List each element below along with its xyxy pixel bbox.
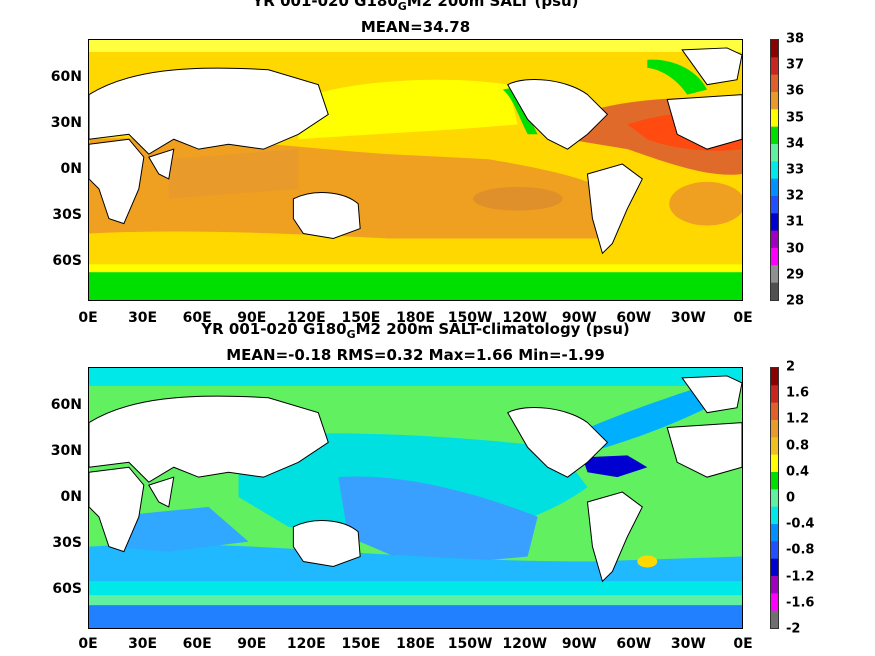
colorbar-label: 1.6 bbox=[786, 385, 810, 401]
colorbar-label: 0.4 bbox=[786, 464, 810, 480]
colorbar-label: 38 bbox=[786, 31, 805, 47]
x-tick-90e: 90E bbox=[237, 636, 267, 652]
colorbar-label: -2 bbox=[786, 621, 801, 637]
y-tick-60s: 60S bbox=[52, 253, 82, 269]
colorbar-swatch bbox=[771, 558, 778, 577]
colorbar-swatch bbox=[771, 437, 778, 456]
x-tick-120e: 120E bbox=[286, 310, 326, 326]
colorbar bbox=[770, 39, 779, 301]
bottom-title: YR 001-020 G180GM2 200m SALT-climatology… bbox=[201, 320, 630, 341]
x-tick-30e: 30E bbox=[128, 310, 158, 326]
colorbar-swatch bbox=[771, 454, 778, 473]
y-tick-60s: 60S bbox=[52, 581, 82, 597]
x-tick-120w: 120W bbox=[502, 310, 548, 326]
y-tick-0n: 0N bbox=[60, 489, 82, 505]
colorbar-label: 0.8 bbox=[786, 438, 810, 454]
colorbar-swatch bbox=[771, 385, 778, 404]
salinity-anomaly-map bbox=[88, 367, 743, 629]
colorbar-swatch bbox=[771, 161, 778, 180]
top-subtitle: MEAN=34.78 bbox=[360, 18, 471, 36]
colorbar-swatch bbox=[771, 265, 778, 284]
colorbar-swatch bbox=[771, 178, 778, 197]
colorbar-label: -0.4 bbox=[786, 516, 815, 532]
x-tick-30w: 30W bbox=[670, 636, 706, 652]
colorbar-label: 33 bbox=[786, 162, 805, 178]
colorbar-swatch bbox=[771, 144, 778, 162]
top-panel: YR 001-020 G180GM2 200m SALT (psu) MEAN=… bbox=[50, 0, 805, 326]
colorbar-swatch bbox=[771, 368, 778, 386]
colorbar-swatch bbox=[771, 196, 778, 214]
x-tick-60w: 60W bbox=[616, 310, 652, 326]
x-tick-60e: 60E bbox=[182, 636, 212, 652]
colorbar-swatch bbox=[771, 126, 778, 145]
colorbar-swatch bbox=[771, 472, 778, 490]
colorbar-swatch bbox=[771, 230, 778, 249]
top-title: YR 001-020 G180GM2 200m SALT (psu) bbox=[252, 0, 579, 13]
y-tick-60n: 60N bbox=[50, 69, 82, 85]
colorbar-swatch bbox=[771, 593, 778, 612]
colorbar-label: 36 bbox=[786, 83, 805, 99]
y-tick-0n: 0N bbox=[60, 161, 82, 177]
colorbar-swatch bbox=[771, 576, 778, 594]
x-tick-150e: 150E bbox=[341, 636, 381, 652]
x-tick-0e: 0E bbox=[78, 310, 98, 326]
x-tick-180e: 180E bbox=[396, 310, 435, 326]
x-tick-30e: 30E bbox=[128, 636, 158, 652]
colorbar-swatch bbox=[771, 109, 778, 128]
x-tick-60e: 60E bbox=[182, 310, 212, 326]
colorbar-swatch bbox=[771, 213, 778, 232]
colorbar-label: 35 bbox=[786, 110, 805, 126]
y-tick-30s: 30S bbox=[52, 535, 82, 551]
x-tick-30w: 30W bbox=[670, 310, 706, 326]
colorbar-swatch bbox=[771, 506, 778, 525]
colorbar-swatch bbox=[771, 489, 778, 508]
colorbar-label: 30 bbox=[786, 241, 805, 257]
colorbar-label: -1.6 bbox=[786, 595, 815, 611]
x-tick-0e-end: 0E bbox=[733, 310, 753, 326]
x-tick-180e: 180E bbox=[396, 636, 435, 652]
x-tick-120e: 120E bbox=[286, 636, 326, 652]
colorbar-label: 28 bbox=[786, 293, 805, 309]
colorbar-label: 31 bbox=[786, 214, 805, 230]
x-tick-90w: 90W bbox=[561, 636, 597, 652]
colorbar bbox=[770, 367, 779, 629]
colorbar-label: 29 bbox=[786, 267, 805, 283]
salinity-map bbox=[88, 39, 743, 301]
colorbar-swatch bbox=[771, 420, 778, 438]
colorbar-swatch bbox=[771, 282, 778, 300]
x-tick-150e: 150E bbox=[341, 310, 381, 326]
x-tick-150w: 150W bbox=[447, 636, 493, 652]
x-tick-90w: 90W bbox=[561, 310, 597, 326]
x-tick-150w: 150W bbox=[447, 310, 493, 326]
bottom-subtitle: MEAN=-0.18 RMS=0.32 Max=1.66 Min=-1.99 bbox=[226, 346, 605, 364]
x-tick-120w: 120W bbox=[502, 636, 548, 652]
colorbar-swatch bbox=[771, 610, 778, 628]
colorbar-label: 0 bbox=[786, 490, 796, 506]
colorbar-label: 32 bbox=[786, 188, 805, 204]
colorbar-swatch bbox=[771, 92, 778, 110]
colorbar-swatch bbox=[771, 402, 778, 421]
x-tick-0e: 0E bbox=[78, 636, 98, 652]
colorbar-label: 37 bbox=[786, 57, 805, 73]
y-tick-30s: 30S bbox=[52, 207, 82, 223]
y-tick-30n: 30N bbox=[50, 443, 82, 459]
colorbar-swatch bbox=[771, 40, 778, 58]
y-tick-60n: 60N bbox=[50, 397, 82, 413]
colorbar-swatch bbox=[771, 248, 778, 266]
y-tick-30n: 30N bbox=[50, 115, 82, 131]
colorbar-swatch bbox=[771, 541, 778, 560]
colorbar-swatch bbox=[771, 57, 778, 76]
colorbar-label: -1.2 bbox=[786, 569, 815, 585]
colorbar-label: 1.2 bbox=[786, 411, 810, 427]
x-tick-90e: 90E bbox=[237, 310, 267, 326]
x-tick-0e-end: 0E bbox=[733, 636, 753, 652]
colorbar-label: 34 bbox=[786, 136, 805, 152]
x-tick-60w: 60W bbox=[616, 636, 652, 652]
bottom-panel: YR 001-020 G180GM2 200m SALT-climatology… bbox=[0, 320, 875, 656]
colorbar-swatch bbox=[771, 524, 778, 542]
colorbar-label: 2 bbox=[786, 359, 796, 375]
colorbar-swatch bbox=[771, 74, 778, 93]
colorbar-label: -0.8 bbox=[786, 542, 815, 558]
